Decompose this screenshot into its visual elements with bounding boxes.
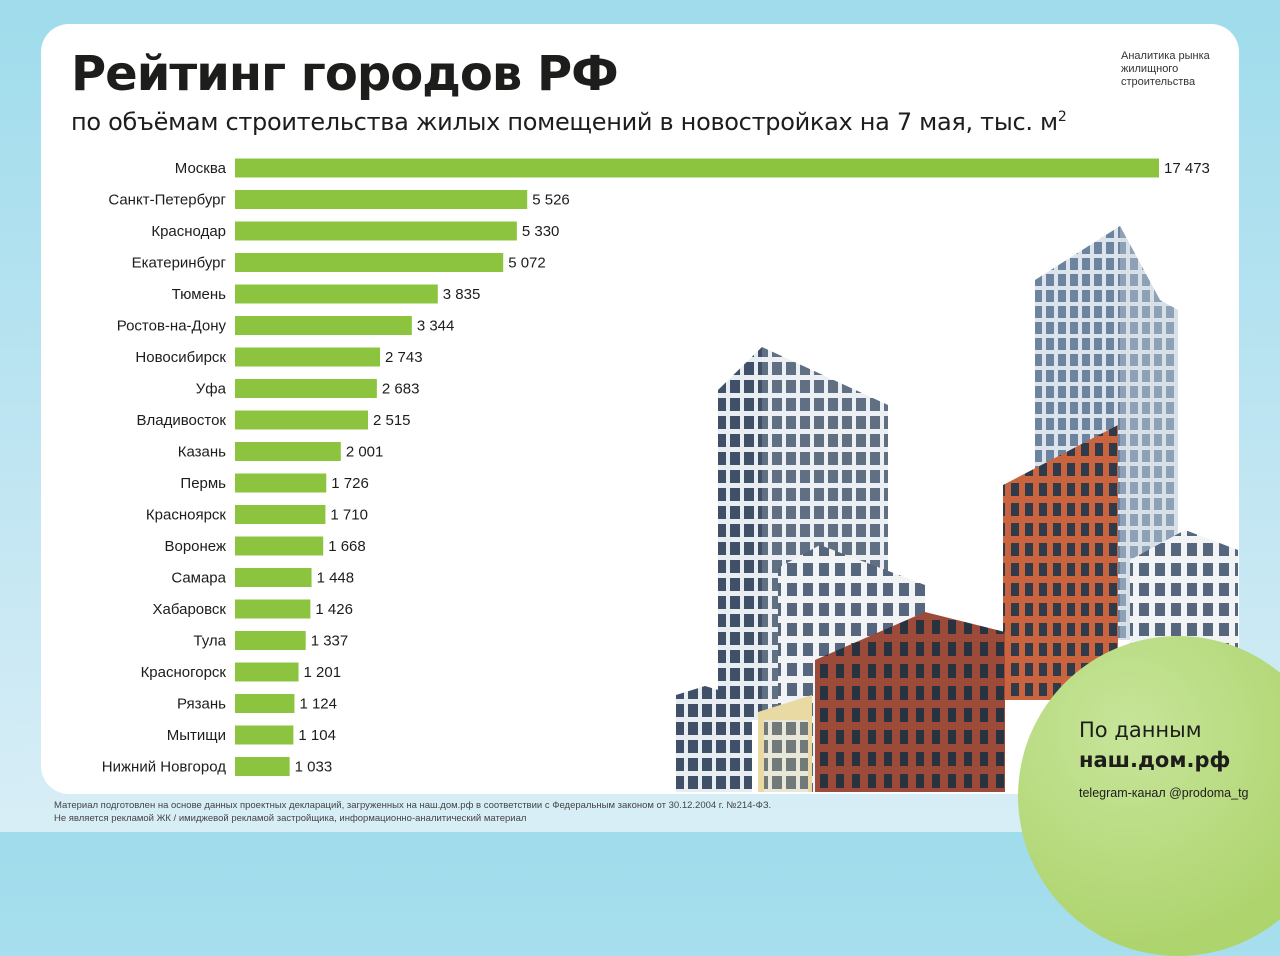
category-label: Рязань xyxy=(177,696,226,713)
low-block-left xyxy=(676,686,752,792)
subtitle-unit-superscript: 2 xyxy=(1057,109,1067,125)
value-label: 17 473 xyxy=(1164,160,1210,177)
category-label: Нижний Новгород xyxy=(102,759,226,776)
bar xyxy=(235,316,412,335)
category-label: Красногорск xyxy=(141,664,227,681)
bar xyxy=(235,347,381,367)
page-subtitle: по объёмам строительства жилых помещений… xyxy=(71,108,1067,136)
bar xyxy=(235,410,368,430)
brown-block xyxy=(815,612,1005,792)
bar xyxy=(235,158,1159,178)
value-label: 5 330 xyxy=(522,223,560,240)
bar xyxy=(235,725,294,745)
bar xyxy=(235,442,341,461)
bar xyxy=(235,284,438,304)
bar xyxy=(235,694,295,713)
value-label: 2 743 xyxy=(385,349,423,366)
bar xyxy=(235,599,311,619)
value-label: 1 668 xyxy=(328,538,366,555)
category-label: Тула xyxy=(193,633,226,650)
source-label: По данным xyxy=(1079,718,1202,742)
category-label: Пермь xyxy=(180,475,226,492)
value-label: 1 033 xyxy=(295,759,333,776)
value-label: 2 515 xyxy=(373,412,411,429)
category-label: Хабаровск xyxy=(153,601,227,618)
value-label: 1 448 xyxy=(317,570,355,587)
category-label: Санкт-Петербург xyxy=(108,192,226,209)
value-label: 1 710 xyxy=(330,507,368,524)
category-label: Краснодар xyxy=(151,223,226,240)
category-label: Москва xyxy=(175,160,227,177)
buildings-illustration xyxy=(676,226,1238,792)
bar xyxy=(235,473,327,493)
bar xyxy=(235,221,517,241)
subtitle-text: по объёмам строительства жилых помещений… xyxy=(71,108,1058,136)
bar xyxy=(235,631,306,650)
category-label: Владивосток xyxy=(137,412,227,429)
brand-caption: Аналитика рынка жилищного строительства xyxy=(1121,50,1210,88)
bar xyxy=(235,568,312,587)
bar xyxy=(235,505,326,524)
red-tower xyxy=(1003,425,1118,700)
category-label: Новосибирск xyxy=(135,349,226,366)
value-label: 2 683 xyxy=(382,381,420,398)
bar xyxy=(235,536,324,556)
footer-note-1: Материал подготовлен на основе данных пр… xyxy=(54,800,772,811)
value-label: 5 072 xyxy=(508,255,546,272)
category-label: Казань xyxy=(178,444,226,461)
category-label: Воронеж xyxy=(164,538,226,555)
bar xyxy=(235,190,528,209)
value-label: 3 344 xyxy=(417,318,455,335)
bar xyxy=(235,379,377,398)
bar-chart: Москва 17 473 Санкт-Петербург 5 526 Краснода… xyxy=(102,158,1210,776)
telegram-channel: telegram-канал @prodoma_tg xyxy=(1079,786,1249,800)
value-label: 1 124 xyxy=(299,696,337,713)
bar xyxy=(235,662,299,682)
category-label: Самара xyxy=(171,570,226,587)
value-label: 3 835 xyxy=(443,286,481,303)
category-label: Ростов-на-Дону xyxy=(117,318,227,335)
value-label: 1 104 xyxy=(298,727,336,744)
bar xyxy=(235,757,290,776)
category-label: Мытищи xyxy=(167,727,226,744)
page-title: Рейтинг городов РФ xyxy=(71,46,619,102)
footer-note-2: Не является рекламой ЖК / имиджевой рекл… xyxy=(54,813,527,824)
category-label: Уфа xyxy=(196,381,227,398)
value-label: 5 526 xyxy=(532,192,570,209)
value-label: 1 426 xyxy=(315,601,353,618)
source-site: наш.дом.рф xyxy=(1079,748,1231,772)
yellow-block xyxy=(758,695,812,792)
bar xyxy=(235,253,504,272)
value-label: 1 201 xyxy=(304,664,342,681)
value-label: 2 001 xyxy=(346,444,384,461)
category-label: Тюмень xyxy=(172,286,227,303)
value-label: 1 337 xyxy=(311,633,349,650)
category-label: Екатеринбург xyxy=(132,255,227,272)
category-label: Красноярск xyxy=(146,507,227,524)
value-label: 1 726 xyxy=(331,475,369,492)
